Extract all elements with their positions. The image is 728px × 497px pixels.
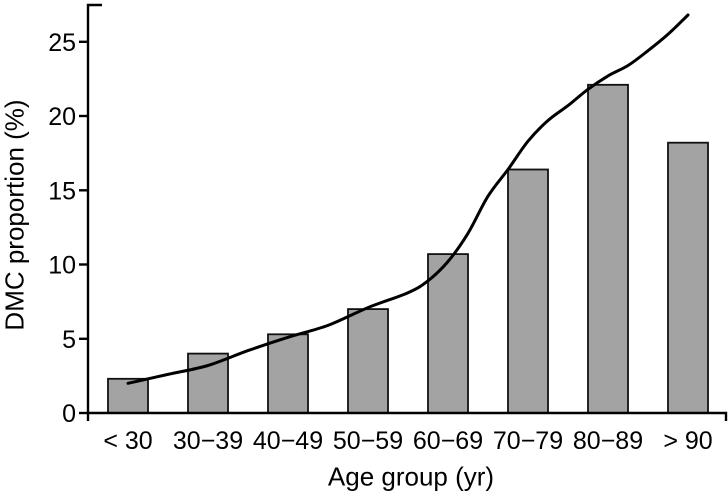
x-tick-label: 70−79 — [493, 427, 563, 455]
y-tick-label: 0 — [62, 400, 76, 428]
x-axis — [88, 411, 728, 421]
y-axis — [86, 3, 102, 421]
x-tick-label: 50−59 — [333, 427, 403, 455]
y-tick-label: 25 — [48, 29, 76, 57]
x-tick-label: 80−89 — [573, 427, 643, 455]
bar-7 — [587, 83, 629, 414]
y-tick-label: 10 — [48, 252, 76, 280]
y-tick-label: 15 — [48, 177, 76, 205]
bar-2 — [187, 352, 229, 414]
x-tick-label: < 30 — [103, 427, 152, 455]
x-axis-title: Age group (yr) — [327, 461, 495, 492]
trend-line — [126, 13, 690, 385]
bar-5 — [427, 253, 469, 414]
y-tick-label: 20 — [48, 103, 76, 131]
x-tick-label: 60−69 — [413, 427, 483, 455]
y-tick-label: 5 — [62, 326, 76, 354]
bar-4 — [347, 308, 389, 414]
y-axis-title: DMC proportion (%) — [0, 99, 30, 331]
x-tick-label: > 90 — [663, 427, 712, 455]
x-tick-label: 30−39 — [173, 427, 243, 455]
bar-3 — [267, 333, 309, 414]
x-tick-label: 40−49 — [253, 427, 323, 455]
bar-6 — [507, 168, 549, 414]
bar-8 — [667, 141, 709, 414]
